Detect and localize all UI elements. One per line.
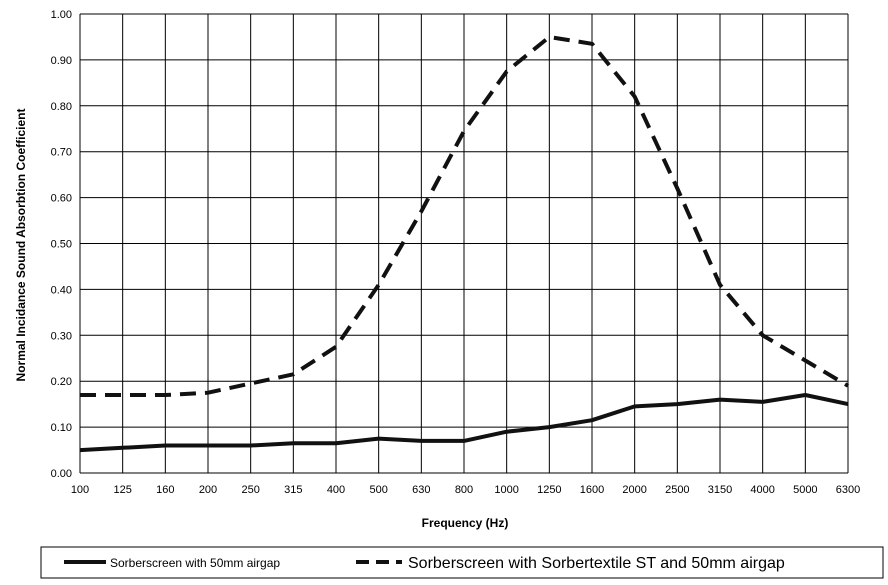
x-tick-label: 500: [369, 484, 387, 496]
y-tick-label: 1.00: [51, 9, 72, 21]
y-tick-label: 0.80: [51, 101, 72, 113]
x-tick-label: 5000: [793, 484, 817, 496]
x-tick-label: 4000: [750, 484, 774, 496]
legend-label-solid: Sorberscreen with 50mm airgap: [110, 556, 280, 570]
y-tick-label: 0.00: [51, 468, 72, 480]
y-tick-label: 0.90: [51, 55, 72, 67]
y-tick-label: 0.40: [51, 284, 72, 296]
x-tick-label: 1250: [537, 484, 561, 496]
legend-label-dashed: Sorberscreen with Sorbertextile ST and 5…: [408, 555, 785, 572]
y-tick-label: 0.50: [51, 239, 72, 251]
x-tick-label: 250: [241, 484, 259, 496]
legend: Sorberscreen with 50mm airgap Sorberscre…: [41, 547, 883, 578]
x-tick-label: 200: [199, 484, 217, 496]
x-tick-label: 800: [455, 484, 473, 496]
y-tick-label: 0.30: [51, 330, 72, 342]
x-tick-label: 100: [71, 484, 89, 496]
x-tick-label: 315: [284, 484, 302, 496]
x-tick-label: 1600: [580, 484, 604, 496]
y-tick-label: 0.60: [51, 193, 72, 205]
x-axis-title: Frequency (Hz): [422, 516, 509, 530]
x-tick-label: 630: [412, 484, 430, 496]
grid: [80, 14, 848, 473]
x-tick-labels: 100 125 160 200 250 315 400 500 630 800 1000 1250 16…: [71, 484, 860, 496]
x-tick-label: 160: [156, 484, 174, 496]
y-tick-label: 0.70: [51, 147, 72, 159]
x-tick-label: 2500: [665, 484, 689, 496]
y-tick-label: 0.20: [51, 376, 72, 388]
x-tick-label: 125: [113, 484, 131, 496]
y-tick-labels: 0.00 0.10 0.20 0.30 0.40 0.50 0.60 0.70 0.80 0.90…: [51, 9, 72, 480]
y-axis-title: Normal Incidance Sound Absorbtion Coeffi…: [14, 109, 28, 382]
y-tick-label: 0.10: [51, 422, 72, 434]
x-tick-label: 400: [327, 484, 345, 496]
x-tick-label: 1000: [494, 484, 518, 496]
x-tick-label: 2000: [622, 484, 646, 496]
x-tick-label: 3150: [708, 484, 732, 496]
x-tick-label: 6300: [836, 484, 860, 496]
